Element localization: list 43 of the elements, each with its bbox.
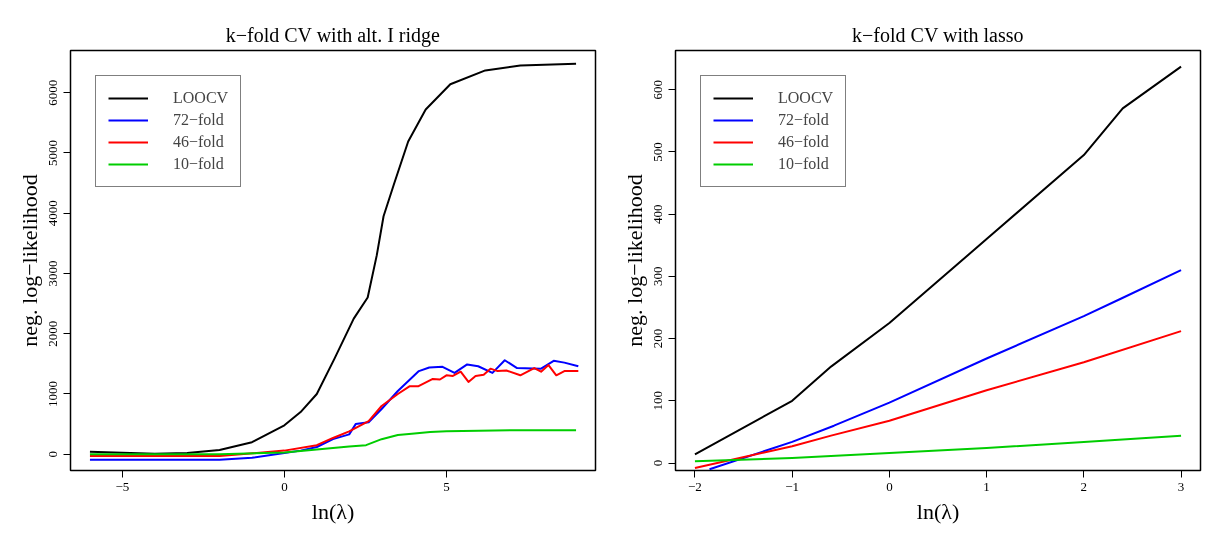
y-tick-label: 0 bbox=[45, 450, 61, 458]
y-tick-label: 6000 bbox=[45, 79, 61, 106]
legend-label: 10−fold bbox=[778, 155, 829, 173]
line-series bbox=[88, 429, 578, 456]
y-tick-label: 1000 bbox=[45, 380, 61, 407]
line-series bbox=[708, 269, 1183, 471]
x-tick-label: 0 bbox=[281, 478, 288, 494]
line-series bbox=[693, 65, 1183, 456]
x-tick-label: 1 bbox=[983, 478, 990, 494]
x-tick-label: 5 bbox=[443, 478, 450, 494]
x-tick-label: 0 bbox=[886, 478, 893, 494]
y-tick-label: 3000 bbox=[45, 260, 61, 287]
legend-label: 46−fold bbox=[778, 133, 829, 151]
y-tick-label: 400 bbox=[650, 204, 666, 224]
legend-label: LOOCV bbox=[173, 89, 229, 107]
y-tick-label: 500 bbox=[650, 142, 666, 162]
y-tick-label: 0 bbox=[650, 459, 666, 467]
legend-label: 10−fold bbox=[173, 155, 224, 173]
legend-label: LOOCV bbox=[778, 89, 834, 107]
x-tick-label: 3 bbox=[1177, 478, 1185, 494]
x-axis-title: ln(λ) bbox=[916, 498, 960, 524]
y-tick-label: 2000 bbox=[45, 320, 61, 347]
y-tick-label: 5000 bbox=[45, 139, 61, 166]
y-axis-title: neg. log−likelihood bbox=[621, 174, 647, 347]
legend-label: 46−fold bbox=[173, 133, 224, 151]
x-tick-label: −5 bbox=[115, 478, 130, 494]
y-axis-title: neg. log−likelihood bbox=[16, 174, 42, 347]
chart-title: k−fold CV with alt. I ridge bbox=[225, 23, 441, 47]
y-tick-label: 100 bbox=[650, 391, 666, 411]
y-tick-label: 300 bbox=[650, 266, 666, 287]
x-axis-title: ln(λ) bbox=[311, 498, 355, 524]
chart-title: k−fold CV with lasso bbox=[852, 23, 1024, 46]
x-tick-label: −2 bbox=[688, 478, 702, 494]
legend-label: 72−fold bbox=[778, 111, 829, 129]
y-tick-label: 4000 bbox=[45, 200, 61, 227]
legend-label: 72−fold bbox=[173, 111, 224, 129]
y-tick-label: 200 bbox=[650, 328, 666, 349]
x-tick-label: 2 bbox=[1080, 478, 1088, 494]
x-tick-label: −1 bbox=[785, 478, 800, 494]
line-series bbox=[693, 434, 1183, 463]
line-series bbox=[693, 330, 1183, 470]
y-tick-label: 600 bbox=[650, 79, 666, 100]
line-series bbox=[88, 62, 578, 455]
